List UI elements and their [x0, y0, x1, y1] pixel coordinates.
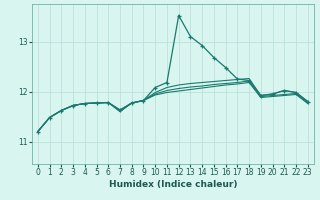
- X-axis label: Humidex (Indice chaleur): Humidex (Indice chaleur): [108, 180, 237, 189]
